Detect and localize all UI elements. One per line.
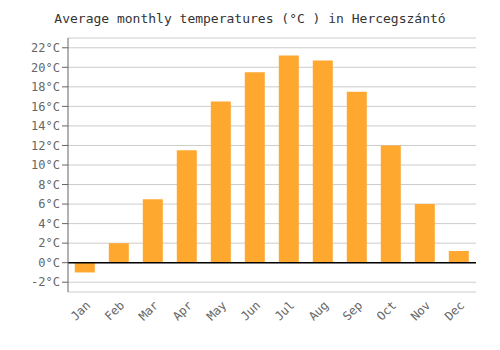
svg-text:16°C: 16°C xyxy=(31,100,60,114)
svg-text:2°C: 2°C xyxy=(38,236,60,250)
svg-text:Sep: Sep xyxy=(340,298,365,323)
svg-text:May: May xyxy=(204,298,229,323)
svg-text:8°C: 8°C xyxy=(38,178,60,192)
svg-text:Apr: Apr xyxy=(170,298,195,323)
svg-text:Oct: Oct xyxy=(374,298,399,323)
svg-text:22°C: 22°C xyxy=(31,41,60,55)
svg-text:6°C: 6°C xyxy=(38,197,60,211)
svg-text:Nov: Nov xyxy=(408,298,433,323)
svg-text:Jul: Jul xyxy=(272,298,297,323)
svg-text:Dec: Dec xyxy=(442,298,467,323)
svg-text:Aug: Aug xyxy=(306,298,331,323)
html-text:Average monthly temperatures (: Average monthly temperatures (°C ) in He… xyxy=(54,11,446,26)
svg-text:-2°C: -2°C xyxy=(31,275,60,289)
svg-text:Feb: Feb xyxy=(102,298,127,323)
svg-text:10°C: 10°C xyxy=(31,158,60,172)
svg-text:20°C: 20°C xyxy=(31,61,60,75)
svg-text:Jan: Jan xyxy=(68,298,93,323)
svg-text:4°C: 4°C xyxy=(38,217,60,231)
svg-text:18°C: 18°C xyxy=(31,80,60,94)
svg-text:14°C: 14°C xyxy=(31,119,60,133)
svg-text:0°C: 0°C xyxy=(38,256,60,270)
svg-text:Jun: Jun xyxy=(238,298,263,323)
svg-text:12°C: 12°C xyxy=(31,139,60,153)
svg-text:Mar: Mar xyxy=(136,298,161,323)
